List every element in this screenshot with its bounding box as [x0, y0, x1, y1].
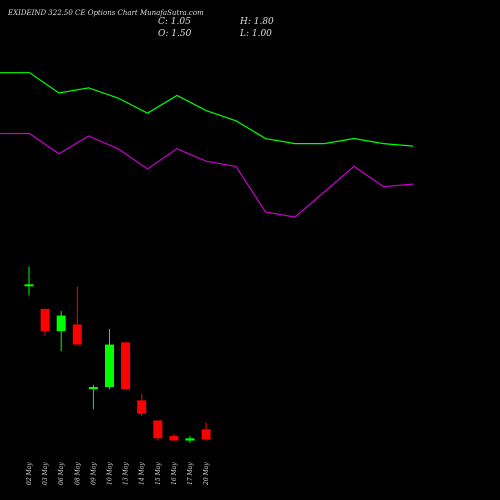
x-tick-label: 09 May	[90, 462, 97, 485]
x-axis-labels: 02 May 03 May 06 May 08 May 09 May 10 May 13 M…	[26, 462, 210, 486]
candle-body	[201, 429, 211, 440]
indicator-lines	[0, 72, 414, 218]
x-tick-label: 10 May	[107, 462, 114, 485]
x-tick-label: 13 May	[123, 462, 130, 485]
candle-body	[88, 386, 98, 390]
x-tick-label: 17 May	[187, 462, 194, 485]
candle-body	[169, 436, 179, 441]
candles	[24, 266, 211, 443]
high-value: H: 1.80	[240, 17, 274, 27]
candle-body	[185, 438, 195, 441]
lower-indicator-line	[0, 132, 414, 218]
candle-body	[56, 315, 66, 332]
close-value: C: 1.05	[158, 17, 191, 27]
candle-body	[24, 284, 34, 287]
upper-indicator-line	[0, 72, 414, 147]
candle-body	[72, 324, 82, 345]
x-tick-label: 02 May	[26, 462, 33, 485]
x-tick-label: 16 May	[171, 462, 178, 485]
x-tick-label: 08 May	[74, 462, 81, 485]
open-value: O: 1.50	[158, 29, 192, 39]
candle-body	[40, 308, 50, 332]
x-tick-label: 14 May	[139, 462, 146, 485]
low-value: L: 1.00	[240, 29, 272, 39]
x-tick-label: 20 May	[203, 462, 210, 486]
x-tick-label: 15 May	[155, 462, 162, 485]
candle-body	[153, 420, 163, 439]
candle-body	[121, 342, 131, 390]
chart-title: EXIDEIND 322.50 CE Options Chart MunafaS…	[8, 9, 204, 17]
x-tick-label: 06 May	[58, 462, 65, 485]
candle-body	[137, 400, 147, 414]
candle-body	[105, 344, 114, 387]
x-tick-label: 03 May	[42, 462, 49, 485]
